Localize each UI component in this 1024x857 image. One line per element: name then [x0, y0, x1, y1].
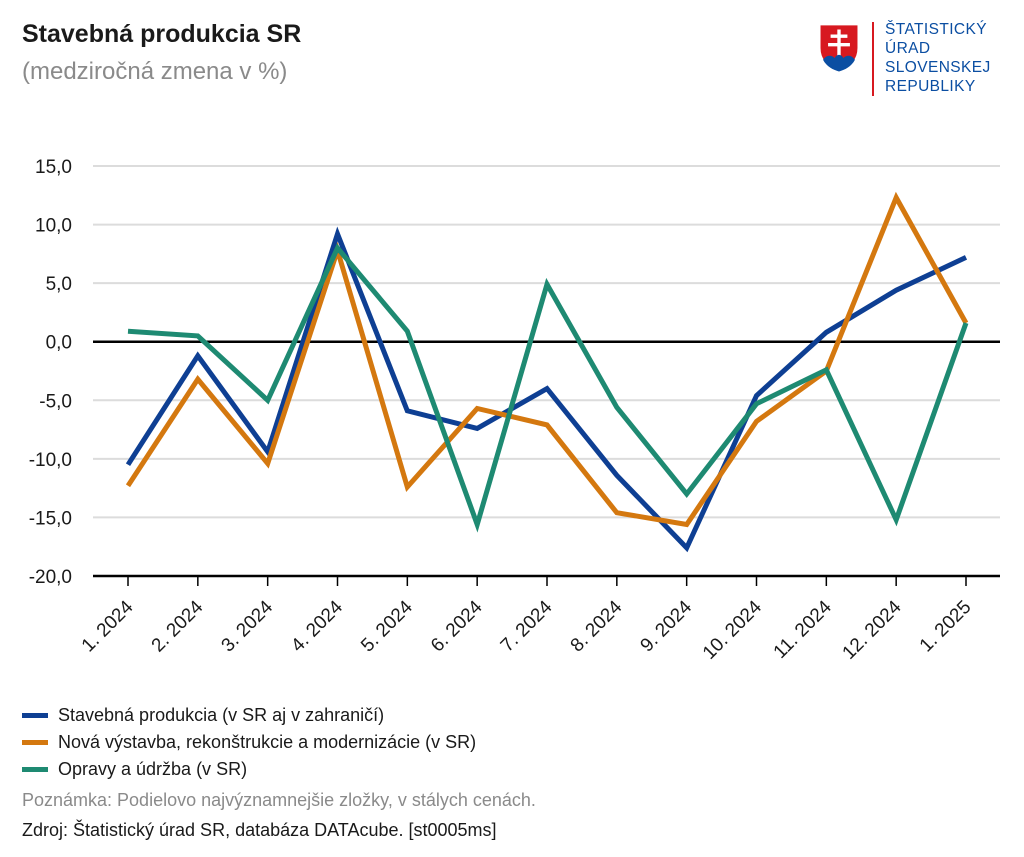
y-tick-label: 15,0 — [35, 157, 72, 178]
chart-title: Stavebná produkcia SR — [22, 20, 302, 48]
x-tick-label: 5. 2024 — [357, 596, 417, 656]
y-tick-label: 5,0 — [46, 274, 72, 295]
legend-label: Opravy a údržba (v SR) — [58, 759, 248, 779]
logo-text: ŠTATISTICKÝ ÚRAD SLOVENSKEJ REPUBLIKY — [885, 20, 991, 96]
x-tick-label: 7. 2024 — [497, 596, 557, 656]
y-tick-label: 10,0 — [35, 216, 72, 237]
x-tick-label: 1. 2025 — [916, 597, 976, 657]
x-tick-label: 2. 2024 — [148, 596, 208, 656]
series-line-2 — [125, 191, 969, 528]
legend-item: Opravy a údržba (v SR) — [22, 756, 476, 783]
x-tick-label: 3. 2024 — [218, 596, 278, 656]
x-tick-label: 12. 2024 — [839, 596, 906, 663]
chart-source: Zdroj: Štatistický úrad SR, databáza DAT… — [22, 820, 497, 840]
coat-of-arms-icon — [818, 23, 860, 73]
legend-swatch — [22, 713, 48, 718]
legend-swatch — [22, 740, 48, 745]
x-tick-label: 4. 2024 — [287, 596, 347, 656]
series-line-1 — [125, 226, 968, 553]
y-tick-label: -10,0 — [29, 450, 72, 471]
legend-swatch — [22, 767, 48, 772]
x-tick-label: 11. 2024 — [770, 596, 836, 662]
legend-item: Nová výstavba, rekonštrukcie a modernizá… — [22, 729, 476, 756]
legend-label: Stavebná produkcia (v SR aj v zahraničí) — [58, 705, 385, 725]
y-tick-label: 0,0 — [46, 333, 72, 354]
line-chart: 15,0 10,0 5,0 0,0 -5,0 -10,0 -15,0 -20,0 1. 2024… — [29, 157, 1000, 664]
legend: Stavebná produkcia (v SR aj v zahraničí)… — [22, 702, 476, 783]
logo-divider — [872, 22, 874, 96]
legend-label: Nová výstavba, rekonštrukcie a modernizá… — [58, 732, 477, 752]
logo-line: SLOVENSKEJ — [885, 59, 991, 76]
series-line-3 — [127, 243, 969, 533]
logo-line: ŠTATISTICKÝ — [885, 21, 988, 38]
y-tick-label: -5,0 — [39, 391, 72, 412]
chart-subtitle: (medziročná zmena v %) — [22, 58, 288, 85]
logo-line: ÚRAD — [885, 40, 931, 57]
y-tick-label: -20,0 — [29, 567, 72, 588]
chart-note: Poznámka: Podielovo najvýznamnejšie zlož… — [22, 790, 536, 810]
x-tick-label: 6. 2024 — [427, 596, 487, 656]
x-tick-label: 1. 2024 — [78, 596, 138, 656]
x-tick-label: 8. 2024 — [567, 596, 627, 656]
logo-line: REPUBLIKY — [885, 78, 976, 95]
legend-item: Stavebná produkcia (v SR aj v zahraničí) — [22, 702, 476, 729]
y-tick-label: -15,0 — [29, 508, 72, 529]
x-tick-label: 10. 2024 — [699, 596, 766, 663]
x-tick-label: 9. 2024 — [637, 596, 697, 656]
